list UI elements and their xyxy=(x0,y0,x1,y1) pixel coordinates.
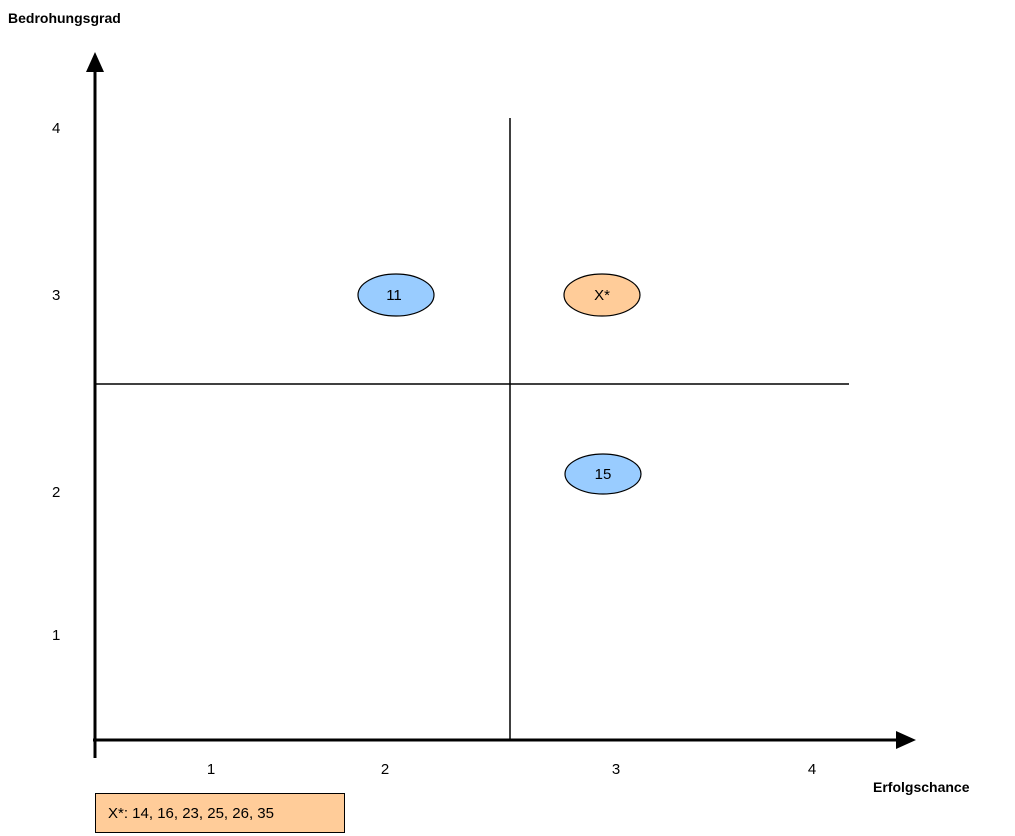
node-15-label: 15 xyxy=(595,466,612,483)
node-11-shape xyxy=(357,273,435,317)
x-tick-1: 1 xyxy=(207,761,215,778)
y-tick-1: 1 xyxy=(52,627,60,644)
y-tick-2: 2 xyxy=(52,484,60,501)
node-15-shape xyxy=(564,453,642,495)
legend-box: X*: 14, 16, 23, 25, 26, 35 xyxy=(95,793,345,833)
legend-text: X*: 14, 16, 23, 25, 26, 35 xyxy=(108,804,274,822)
x-axis-arrow xyxy=(896,731,916,749)
y-tick-4: 4 xyxy=(52,120,60,137)
y-tick-3: 3 xyxy=(52,287,60,304)
x-tick-2: 2 xyxy=(381,761,389,778)
x-axis-title: Erfolgschance xyxy=(873,779,970,795)
node-11-label: 11 xyxy=(386,287,402,304)
y-axis-title: Bedrohungsgrad xyxy=(8,10,121,26)
node-15: 15 xyxy=(564,453,642,495)
node-x-star-label: X* xyxy=(594,287,610,304)
x-tick-3: 3 xyxy=(612,761,620,778)
y-axis-arrow xyxy=(86,52,104,72)
x-tick-4: 4 xyxy=(808,761,816,778)
node-x-star: X* xyxy=(563,273,641,317)
node-11: 11 xyxy=(357,273,435,317)
node-x-star-shape xyxy=(563,273,641,317)
